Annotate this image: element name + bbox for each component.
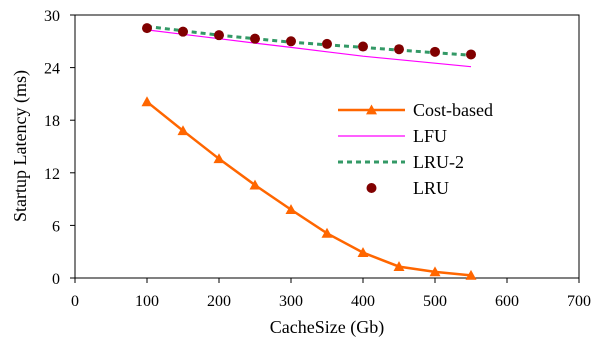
data-point-cost-based [357,247,369,257]
legend-label-lfu: LFU [413,126,447,146]
data-point-cost-based [393,261,405,272]
data-point-lru [466,49,476,60]
x-tick-label: 600 [495,293,519,310]
legend-label-lru: LRU [413,178,449,198]
legend-marker-lru [366,183,377,193]
data-point-lru [142,23,152,34]
data-point-cost-based [429,266,441,277]
data-point-cost-based [285,204,297,215]
y-tick-label: 6 [52,218,60,235]
x-tick-label: 500 [423,293,447,310]
data-point-lru [250,33,260,44]
y-tick-label: 18 [44,113,60,130]
x-tick-label: 0 [71,293,79,310]
data-point-lru [178,26,188,37]
data-point-lru [430,46,440,57]
series-line-cost-based [146,100,472,277]
data-point-cost-based [321,227,333,238]
x-tick-label: 100 [135,293,159,310]
y-tick-label: 30 [44,8,60,25]
legend-marker-cost-based [366,104,377,115]
plot-frame [74,14,580,279]
series-line-lru-2 [146,24,472,57]
series-line-lfu [146,29,472,68]
x-tick-label: 300 [279,293,303,310]
y-tick-label: 0 [52,271,60,288]
x-axis-title: CacheSize (Gb) [270,317,384,338]
data-point-lru [214,30,224,41]
x-tick-label: 200 [207,293,231,310]
x-tick-label: 700 [567,293,591,310]
data-point-lru [358,41,368,52]
data-point-cost-based [141,96,153,107]
data-point-cost-based [249,179,261,190]
y-axis-title: Startup Latency (ms) [10,70,31,222]
y-tick-label: 12 [44,166,60,183]
data-point-cost-based [177,125,189,136]
data-point-lru [322,38,332,49]
legend-label-cost-based: Cost-based [413,100,493,120]
data-point-cost-based [465,269,477,280]
data-point-cost-based [213,153,225,164]
x-tick-label: 400 [351,293,375,310]
y-tick-label: 24 [44,61,60,78]
legend-label-lru-2: LRU-2 [413,152,464,172]
data-point-lru [394,44,404,55]
data-point-lru [286,36,296,47]
